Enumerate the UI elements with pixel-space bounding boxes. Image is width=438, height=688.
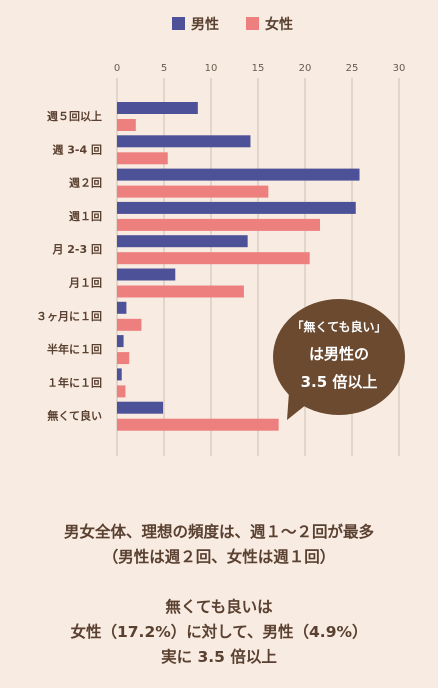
highlight-line2: 女性（17.2%）に対して、男性（4.9%）	[70, 623, 368, 641]
bar-male	[117, 168, 360, 181]
category-label: 無くて良い	[47, 409, 102, 423]
category-label: ３ヶ月に１回	[36, 309, 102, 323]
bar-male	[117, 368, 122, 381]
highlight-caption: 無くても良いは 女性（17.2%）に対して、男性（4.9%） 実に 3.5 倍以…	[0, 595, 438, 670]
highlight-line1: 無くても良いは	[165, 598, 273, 616]
x-tick-label: 15	[252, 63, 265, 74]
highlight-line3: 実に 3.5 倍以上	[161, 648, 277, 666]
x-tick-label: 0	[114, 63, 120, 74]
callout-line3: 3.5 倍以上	[300, 373, 378, 391]
summary-line2: （男性は週２回、女性は週１回）	[102, 548, 336, 566]
bar-male	[117, 135, 251, 148]
category-label: 半年に１回	[47, 342, 102, 356]
summary-line1: 男女全体、理想の頻度は、週１〜２回が最多	[63, 523, 374, 541]
legend-swatch-male	[172, 17, 185, 30]
callout-circle	[273, 299, 405, 415]
bar-female	[117, 285, 244, 298]
bars	[117, 102, 360, 431]
x-tick-label: 30	[393, 63, 406, 74]
x-tick-label: 5	[161, 63, 167, 74]
category-label: 週５回以上	[47, 109, 102, 123]
bar-male	[117, 201, 356, 214]
category-label: 月１回	[68, 276, 102, 290]
legend-label-male: 男性	[191, 16, 219, 33]
bar-male	[117, 401, 164, 414]
x-tick-label: 25	[346, 63, 359, 74]
legend-swatch-female	[246, 17, 259, 30]
bar-female	[117, 218, 321, 231]
category-label: 週 3-4 回	[52, 142, 102, 156]
category-label: 月 2-3 回	[51, 242, 102, 256]
category-label: １年に１回	[47, 375, 102, 389]
bar-male	[117, 335, 124, 348]
summary-caption: 男女全体、理想の頻度は、週１〜２回が最多 （男性は週２回、女性は週１回）	[0, 520, 438, 570]
bar-female	[117, 152, 168, 165]
x-tick-labels: 0 5 10 15 20 25 30	[114, 63, 406, 74]
bar-female	[117, 318, 142, 331]
bar-male	[117, 102, 198, 114]
category-label: 週２回	[69, 176, 102, 190]
legend-label-female: 女性	[265, 16, 293, 33]
x-tick-label: 20	[299, 63, 312, 74]
callout-bubble	[273, 299, 405, 420]
category-label: 週１回	[69, 209, 102, 223]
bar-female	[117, 352, 130, 365]
callout-text: 「無くても良い」 は男性の 3.5 倍以上	[272, 298, 406, 418]
bar-male	[117, 301, 127, 314]
bar-female	[117, 119, 136, 131]
bar-male	[117, 268, 176, 281]
callout-line1: 「無くても良い」	[291, 320, 387, 334]
bar-male	[117, 235, 248, 248]
legend: 男性 女性	[172, 16, 293, 33]
bar-female	[117, 252, 310, 265]
x-tick-label: 10	[205, 63, 218, 74]
bar-female	[117, 385, 126, 398]
bar-female	[117, 185, 269, 198]
bar-female	[117, 418, 279, 431]
callout-line2: は男性の	[308, 345, 369, 363]
